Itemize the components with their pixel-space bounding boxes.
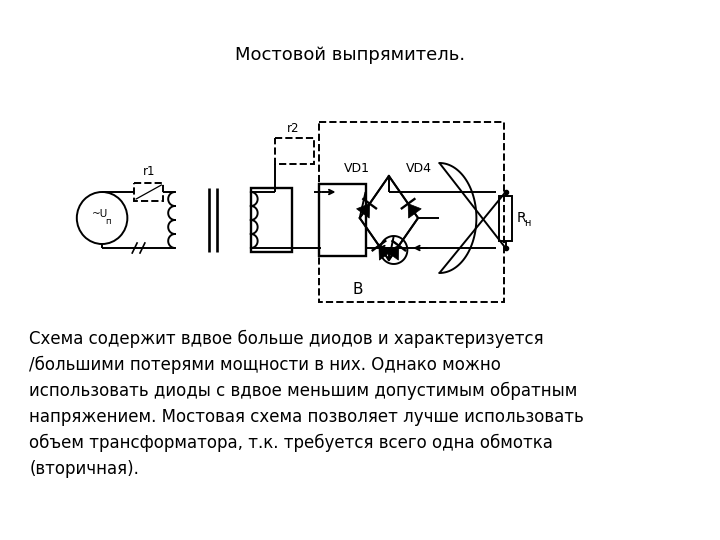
Text: VD1: VD1 [343,161,369,174]
Bar [319,122,503,302]
Text: VD4: VD4 [406,161,433,174]
Bar [275,138,314,164]
Bar [499,195,513,240]
Bar [134,183,163,201]
Polygon shape [356,204,369,218]
Text: ~U: ~U [92,209,108,219]
Text: п: п [105,217,111,226]
Text: Мостовой выпрямитель.: Мостовой выпрямитель. [235,46,465,64]
Text: r1: r1 [143,165,155,178]
Polygon shape [408,204,421,218]
Polygon shape [379,246,392,260]
Polygon shape [386,246,399,260]
Text: Схема содержит вдвое больше диодов и характеризуется
/большими потерями мощности: Схема содержит вдвое больше диодов и хар… [30,330,584,478]
Text: R: R [516,211,526,225]
Text: В: В [353,282,363,298]
Bar [251,188,292,252]
Bar [319,184,366,256]
Text: н: н [524,218,531,228]
Text: r2: r2 [287,122,299,135]
